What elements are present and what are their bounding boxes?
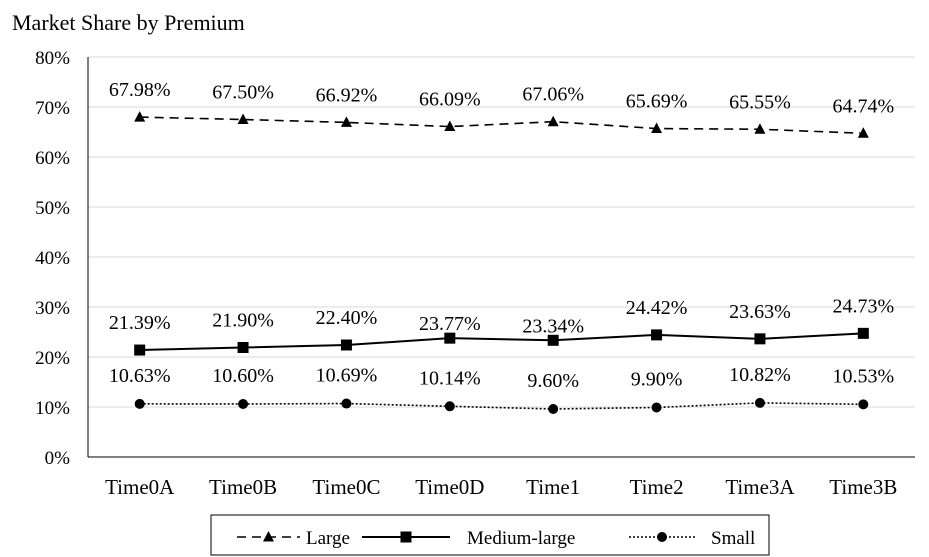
data-label: 65.69%	[626, 91, 688, 113]
data-point-marker	[341, 398, 352, 409]
data-label: 9.90%	[631, 369, 683, 391]
data-label: 66.92%	[316, 84, 378, 106]
data-point-marker	[444, 120, 456, 132]
y-tick-label: 60%	[35, 148, 70, 169]
x-tick-label: Time3A	[725, 475, 795, 499]
data-point-marker	[237, 342, 249, 353]
data-point-marker	[754, 123, 766, 134]
legend-marker	[657, 532, 667, 542]
data-point-marker	[237, 113, 249, 124]
data-point-marker	[858, 399, 869, 410]
x-tick-label: Time3B	[829, 475, 897, 499]
data-point-marker	[134, 344, 146, 356]
legend-label: Large	[306, 528, 350, 549]
data-label: 23.63%	[729, 301, 791, 323]
series-markers	[134, 111, 869, 414]
data-label: 21.90%	[212, 310, 274, 332]
data-label: 67.06%	[522, 84, 584, 106]
data-point-marker	[134, 111, 146, 122]
series-line-large	[139, 116, 864, 135]
data-point-marker	[651, 122, 663, 134]
data-point-marker	[547, 334, 559, 346]
data-label: 64.74%	[832, 95, 894, 117]
data-point-marker	[857, 327, 869, 339]
data-label: 22.40%	[316, 307, 378, 329]
data-label: 10.60%	[212, 365, 274, 387]
data-point-marker	[857, 127, 869, 138]
x-tick-label: Time1	[526, 475, 580, 499]
data-labels: 67.98% 67.50% 66.92% 66.09% 67.06% 65.69% 65.5…	[109, 79, 894, 392]
y-tick-label: 50%	[35, 198, 70, 219]
legend-marker	[263, 531, 274, 542]
data-label: 23.77%	[419, 313, 481, 335]
y-tick-label: 30%	[35, 298, 70, 319]
data-point-marker	[134, 398, 145, 409]
data-point-marker	[548, 404, 559, 414]
data-label: 21.39%	[109, 312, 171, 334]
x-tick-label: Time2	[630, 475, 684, 499]
data-point-marker	[651, 402, 662, 413]
x-axis-ticks: Time0A Time0B Time0C Time0D Time1 Time2 Time3A…	[105, 475, 897, 499]
data-point-marker	[547, 115, 559, 127]
data-label: 10.63%	[109, 365, 171, 387]
data-label: 10.69%	[316, 365, 378, 387]
data-label: 65.55%	[729, 91, 791, 113]
legend-label: Medium-large	[467, 528, 575, 549]
series-lines	[139, 116, 864, 410]
data-point-marker	[754, 333, 766, 345]
data-label: 10.82%	[729, 364, 791, 386]
data-label: 10.53%	[832, 365, 894, 387]
legend-box	[210, 514, 770, 556]
series-line-medium-large	[139, 332, 864, 352]
data-label: 24.42%	[626, 297, 688, 319]
y-tick-label: 10%	[35, 398, 70, 419]
gridlines	[88, 56, 915, 408]
data-label: 67.98%	[109, 79, 171, 101]
x-tick-label: Time0A	[105, 475, 175, 499]
data-label: 67.50%	[212, 82, 274, 104]
data-point-marker	[444, 401, 455, 412]
x-tick-label: Time0C	[312, 475, 380, 499]
data-point-marker	[651, 329, 663, 341]
data-point-marker	[340, 339, 352, 351]
data-label: 9.60%	[527, 370, 579, 392]
y-tick-label: 40%	[35, 248, 70, 269]
y-tick-label: 80%	[35, 48, 70, 69]
x-tick-label: Time0D	[415, 475, 484, 499]
x-tick-label: Time0B	[209, 475, 277, 499]
series-line-small	[139, 402, 864, 410]
chart-title: Market Share by Premium	[12, 10, 245, 35]
data-label: 24.73%	[832, 295, 894, 317]
data-point-marker	[444, 332, 456, 344]
y-axis-ticks: 0% 10% 20% 30% 40% 50% 60% 70% 80%	[35, 48, 70, 469]
y-tick-label: 70%	[35, 98, 70, 119]
data-point-marker	[340, 116, 352, 127]
data-point-marker	[238, 399, 249, 409]
data-point-marker	[754, 397, 765, 408]
data-label: 66.09%	[419, 89, 481, 111]
legend-marker	[400, 531, 412, 543]
legend: Large Medium-large Small	[210, 514, 770, 556]
data-label: 10.14%	[419, 367, 481, 389]
axes	[87, 57, 915, 458]
legend-label: Small	[711, 528, 755, 549]
data-label: 23.34%	[522, 315, 584, 337]
y-tick-label: 20%	[35, 348, 70, 369]
y-tick-label: 0%	[45, 448, 71, 469]
